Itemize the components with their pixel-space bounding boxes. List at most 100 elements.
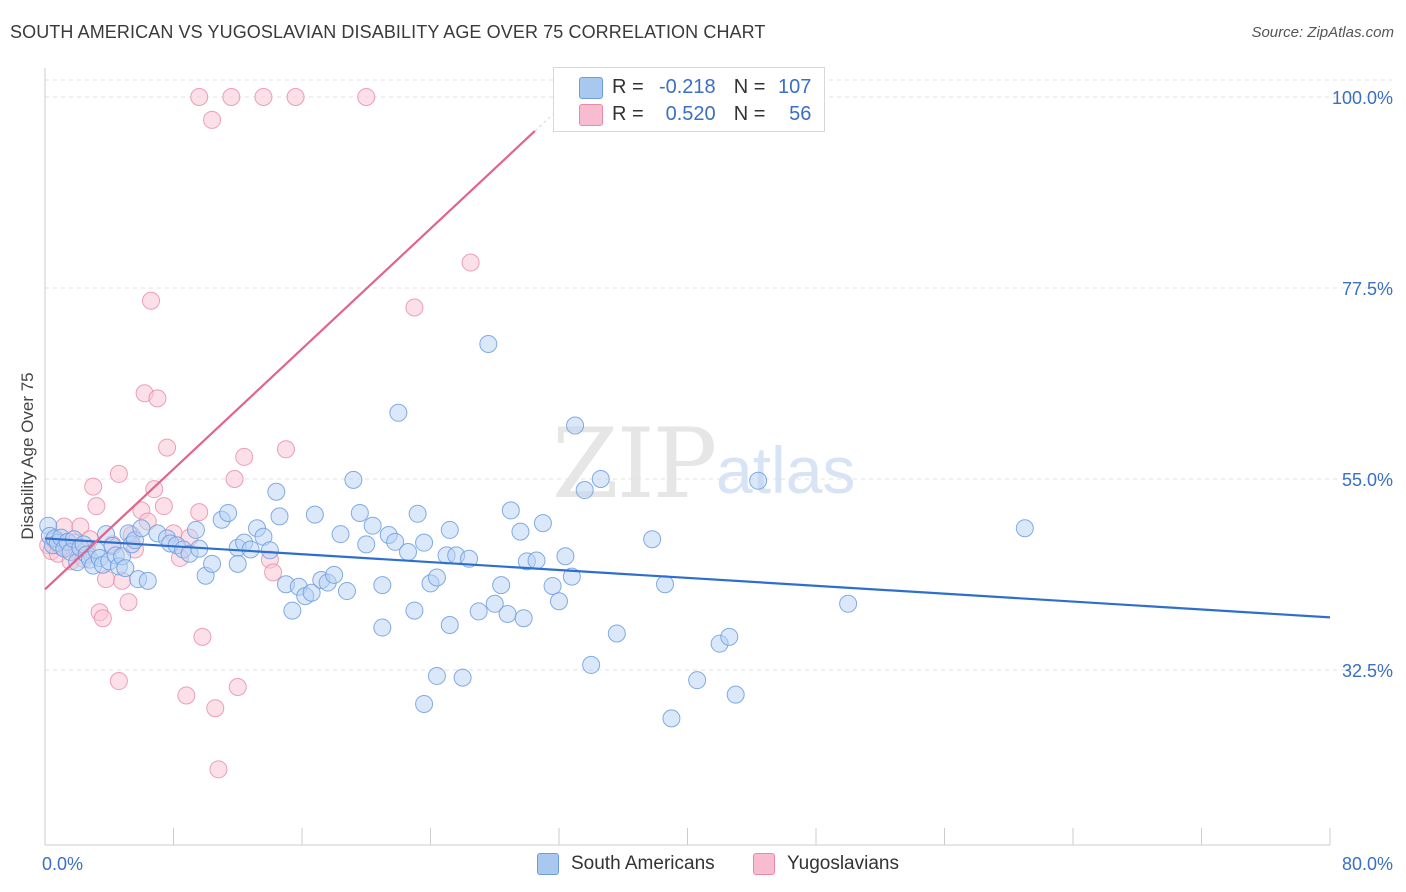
south-american-point: [582, 655, 601, 674]
yugoslavian-point: [286, 88, 305, 106]
yugoslavian-point: [357, 88, 376, 106]
south-american-point: [373, 618, 392, 637]
yugoslavian-point: [177, 686, 196, 705]
yugoslavian-point: [228, 677, 247, 696]
south-american-point: [440, 616, 459, 635]
r-label: R =: [612, 102, 644, 125]
y-tick-label: 32.5%: [1342, 661, 1393, 681]
yugoslavian-point: [206, 699, 225, 718]
south-american-point: [415, 533, 434, 552]
south-american-point: [399, 543, 418, 562]
south-american-point: [116, 559, 135, 578]
south-american-point: [749, 471, 768, 490]
yugoslavian-point: [190, 88, 209, 106]
correlation-legend: R = -0.218 N = 107 R = 0.520 N = 56: [553, 67, 825, 132]
yugoslavian-point: [154, 497, 173, 516]
south-american-point: [331, 525, 350, 544]
legend-item-yugoslavians[interactable]: Yugoslavians: [753, 853, 899, 875]
south-swatch: [537, 853, 559, 875]
south-american-point: [228, 554, 247, 573]
yugoslavian-point: [276, 440, 295, 459]
south-american-point: [688, 671, 707, 690]
south-american-point: [492, 576, 511, 595]
south-american-point: [203, 554, 222, 573]
yugoslavian-point: [264, 563, 283, 582]
yugoslavian-point: [84, 477, 103, 496]
yugoslavian-point: [93, 609, 112, 628]
yugoslavian-point: [142, 291, 161, 310]
south-swatch: [579, 77, 603, 99]
south-american-point: [337, 582, 356, 601]
south-american-point: [138, 571, 157, 590]
yugoslavian-point: [235, 447, 254, 466]
south-american-point: [556, 547, 575, 566]
n-label: N =: [733, 102, 766, 125]
tick-labels: 32.5% 55.0% 77.5% 100.0% 0.0% 80.0%: [42, 88, 1393, 874]
south-american-point: [219, 503, 238, 522]
south-american-point: [283, 601, 302, 620]
south-american-point: [511, 522, 530, 541]
grid-lines: [45, 79, 1392, 671]
south-american-point: [1015, 519, 1034, 538]
yugoslavian-point: [190, 503, 209, 522]
yugoslavian-point: [222, 88, 241, 106]
south-american-point: [344, 470, 363, 489]
yugoslavians-trend-line: [44, 130, 536, 591]
yugoslavian-point: [461, 253, 480, 272]
yugoslavian-point: [119, 593, 138, 612]
south-american-point: [350, 503, 369, 522]
south-american-point: [302, 583, 321, 602]
south-american-point: [543, 576, 562, 595]
legend-row-yugo: R = 0.520 N = 56: [579, 101, 811, 127]
chart-title: SOUTH AMERICAN VS YUGOSLAVIAN DISABILITY…: [10, 22, 766, 42]
yugoslavian-point: [145, 480, 164, 499]
south-american-point: [186, 520, 205, 539]
south-american-point: [453, 668, 472, 687]
axes: [44, 68, 1331, 846]
south-american-point: [460, 549, 479, 568]
yugoslavian-point: [254, 88, 273, 106]
y-tick-label: 55.0%: [1342, 470, 1393, 490]
series-legend: South Americans Yugoslavians: [0, 850, 1406, 880]
south-american-point: [514, 609, 533, 628]
yugoslavian-point: [225, 470, 244, 488]
south-american-point: [527, 551, 546, 570]
south-american-point: [566, 416, 585, 435]
south-american-point: [662, 709, 681, 728]
south-american-point: [325, 565, 344, 584]
r-label: R =: [612, 75, 644, 98]
legend-label-yugo: Yugoslavians: [787, 853, 899, 874]
x-tick-label: 0.0%: [42, 854, 83, 874]
south-american-point: [357, 535, 376, 554]
yugoslavian-point: [148, 389, 167, 408]
south-american-point: [415, 694, 434, 713]
south-american-point: [501, 501, 520, 520]
south-american-point: [363, 516, 382, 535]
south-american-point: [550, 592, 568, 611]
yugoslavian-point: [109, 672, 128, 691]
n-label: N =: [733, 75, 766, 98]
yugoslavian-point: [109, 464, 128, 483]
y-axis-label: Disability Age Over 75: [18, 372, 37, 539]
trend-lines: [44, 108, 1331, 619]
south-american-point: [479, 335, 498, 354]
yugoslavians-points: [39, 88, 480, 779]
legend-row-south: R = -0.218 N = 107: [579, 74, 811, 100]
south-american-point: [260, 541, 279, 560]
south-american-point: [591, 470, 610, 488]
yugoslavian-point: [203, 110, 222, 129]
legend-label-south: South Americans: [571, 853, 715, 874]
source-label: Source: ZipAtlas.com: [1251, 24, 1394, 41]
south-american-point: [440, 520, 459, 539]
r-value: 0.520: [665, 102, 716, 125]
y-tick-label: 77.5%: [1342, 279, 1393, 299]
legend-item-south-americans[interactable]: South Americans: [537, 853, 715, 875]
yugoslavian-point: [193, 627, 212, 646]
south-american-point: [469, 602, 488, 621]
south-american-point: [607, 624, 626, 643]
yugoslavian-point: [405, 298, 424, 317]
south-american-point: [643, 530, 662, 549]
south-american-point: [305, 505, 324, 524]
south-american-point: [498, 604, 517, 623]
south-american-point: [241, 540, 260, 559]
